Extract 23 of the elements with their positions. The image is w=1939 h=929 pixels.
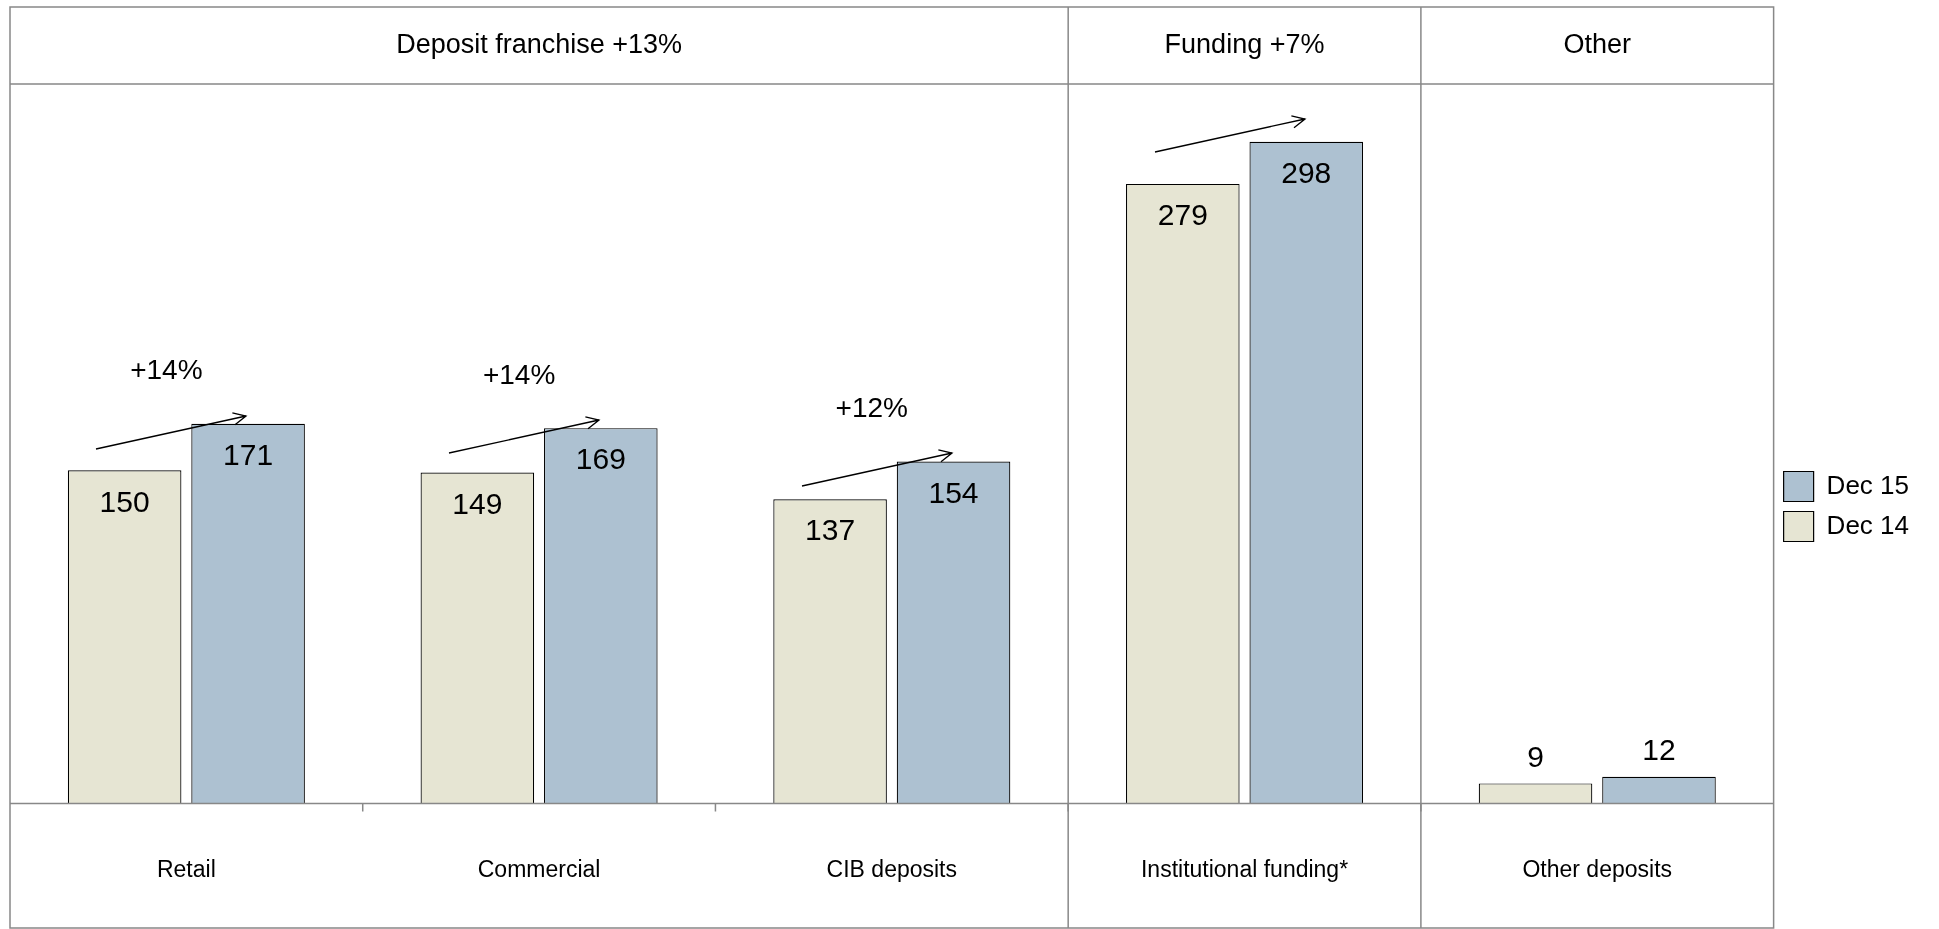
text: Deposit franchise +13% — [396, 28, 683, 59]
data-label: 298 — [1281, 156, 1332, 189]
x-tick-label: Commercial — [477, 855, 601, 882]
x-tick-label: Other deposits — [1522, 855, 1673, 882]
data-label: 279 — [1157, 198, 1208, 232]
x-tick-label: CIB deposits — [826, 855, 958, 882]
legend-label: Dec 14 — [1826, 509, 1910, 540]
data-label: 154 — [928, 475, 979, 509]
text: Funding +7% — [1164, 28, 1325, 59]
annotation: +14% — [130, 354, 203, 386]
data-label: 150 — [99, 484, 150, 518]
data-label: 9 — [1527, 739, 1544, 773]
data-label: 171 — [223, 437, 274, 471]
annotation: +14% — [482, 358, 556, 390]
annotation: +12% — [835, 392, 909, 424]
text: Other — [1563, 28, 1632, 59]
x-tick-label: Institutional funding* — [1140, 855, 1349, 882]
x-tick-label: Retail — [156, 855, 216, 882]
legend-label: Dec 15 — [1826, 469, 1910, 500]
data-label: 149 — [452, 486, 503, 520]
data-label: 137 — [805, 513, 856, 547]
data-label: 12 — [1642, 733, 1676, 767]
data-label: 169 — [575, 442, 626, 476]
